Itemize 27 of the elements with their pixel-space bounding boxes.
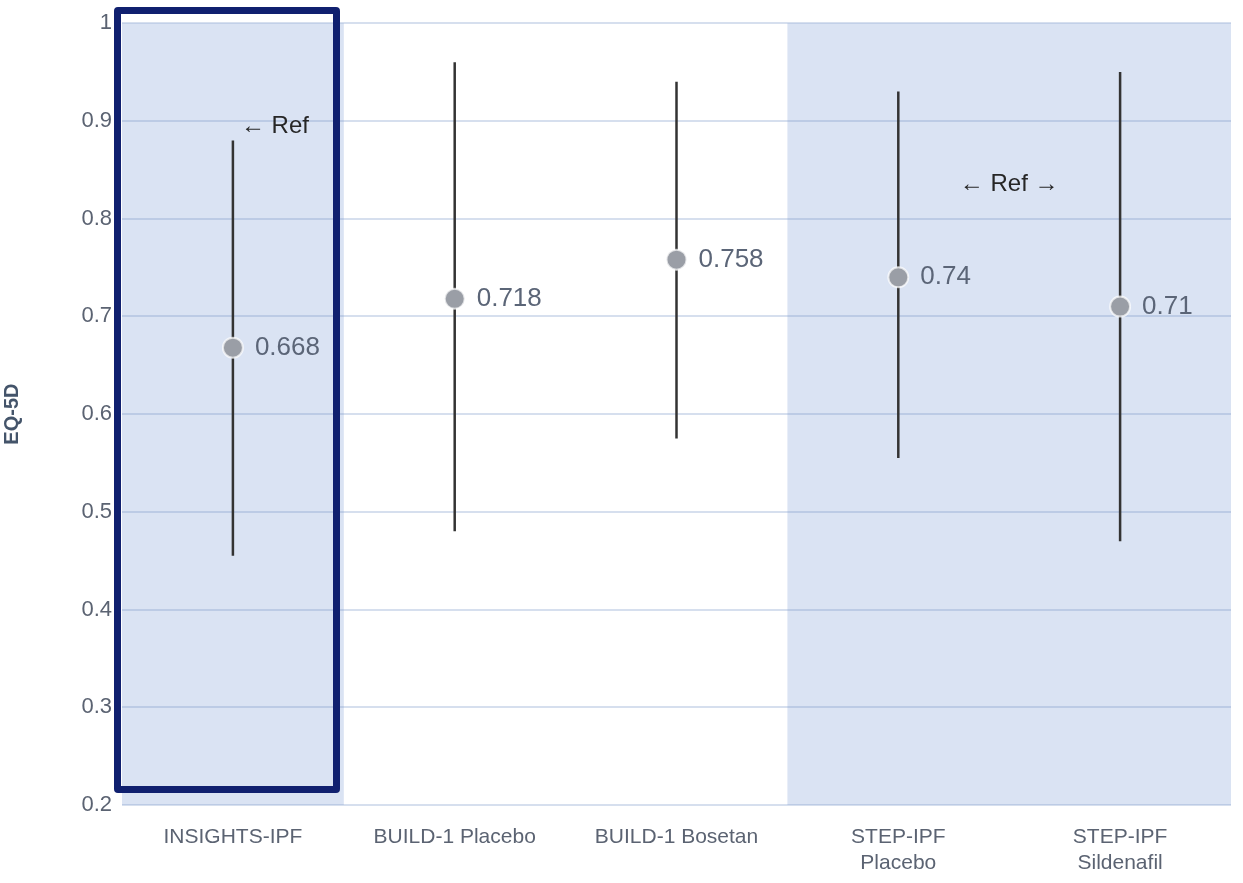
x-tick-label: STEP-IPF Sildenafil [1072, 824, 1168, 873]
y-tick-label: 0.6 [81, 400, 112, 426]
x-tick-label: BUILD-1 Placebo [373, 824, 536, 848]
point [665, 248, 688, 271]
x-tick-label: BUILD-1 Bosetan [594, 824, 759, 848]
point [221, 336, 244, 359]
data-label: 0.758 [698, 242, 764, 273]
y-tick-label: 0.9 [81, 106, 112, 132]
data-label: 0.718 [476, 281, 542, 312]
band-label: ← Ref → [959, 169, 1059, 197]
y-tick-label: 0.7 [81, 302, 112, 328]
y-tick-label: 0.5 [81, 497, 112, 523]
y-axis-title: EQ-5D [0, 383, 22, 445]
x-tick-label: STEP-IPF Placebo [851, 824, 946, 873]
data-label: 0.71 [1142, 289, 1193, 320]
x-tick-label: INSIGHTS-IPF [163, 824, 303, 848]
data-label: 0.74 [920, 260, 971, 291]
y-tick-label: 0.2 [81, 791, 112, 817]
y-tick-label: 0.3 [81, 693, 112, 719]
y-tick-label: 0.8 [81, 204, 112, 230]
y-tick-label: 0.4 [81, 595, 112, 621]
band-label: ← Ref [240, 111, 310, 139]
point [1109, 295, 1132, 318]
y-tick-label: 1 [99, 9, 112, 35]
point [887, 266, 910, 289]
data-label: 0.668 [254, 330, 320, 361]
point [443, 287, 466, 310]
